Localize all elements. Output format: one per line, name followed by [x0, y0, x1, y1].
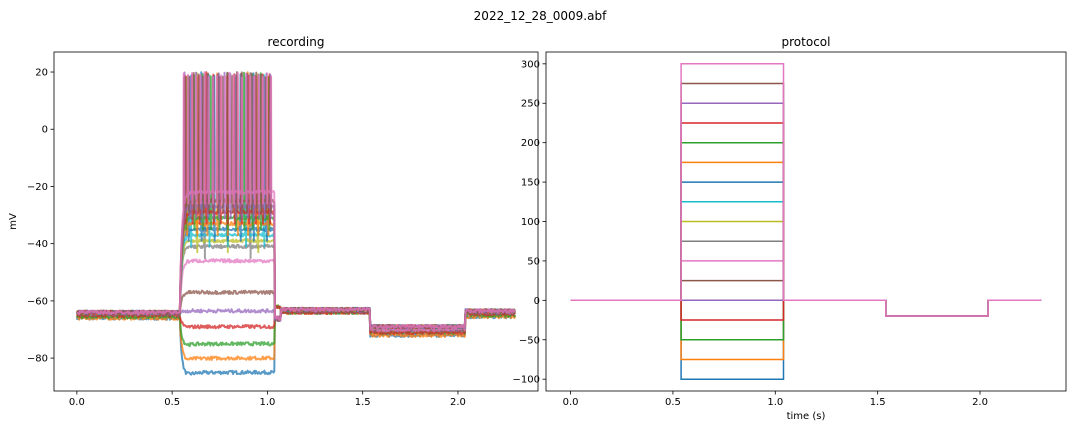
recording-sweep-line — [76, 71, 516, 330]
protocol-sweep-line — [570, 181, 1042, 317]
protocol-sweep-line — [570, 279, 1042, 317]
protocol-sweep-line — [570, 299, 1042, 317]
recording-y-tick-label: −20 — [27, 182, 48, 193]
recording-y-axis-label: mV — [8, 213, 19, 230]
protocol-y-tick-label: 100 — [521, 217, 540, 228]
protocol-title: protocol — [782, 35, 831, 49]
protocol-y-tick-label: 300 — [521, 59, 540, 70]
protocol-sweep-line — [570, 122, 1042, 317]
protocol-y-tick-label: 150 — [521, 178, 540, 189]
protocol-sweep-line — [570, 82, 1042, 317]
protocol-sweep-line — [570, 240, 1042, 317]
protocol-axes: protocol time (s) 0.0 0.5 1.0 1.5 2.0 −100 −50… — [513, 35, 1067, 422]
recording-x-tick-label: 2.0 — [450, 397, 466, 408]
recording-x-tick-label: 1.5 — [355, 397, 371, 408]
protocol-y-tick-label: 0 — [534, 296, 540, 307]
protocol-y-tick-label: 200 — [521, 138, 540, 149]
recording-y-tick-label: −80 — [27, 354, 48, 365]
recording-sweep-line — [76, 71, 516, 330]
recording-x-tick-label: 0.0 — [69, 397, 85, 408]
protocol-x-tick-label: 0.0 — [563, 397, 579, 408]
recording-y-tick-label: −40 — [27, 239, 48, 250]
protocol-sweep-line — [570, 299, 1042, 361]
recording-sweep-line — [76, 71, 516, 330]
protocol-y-tick-label: −100 — [513, 375, 540, 386]
protocol-sweep-line — [570, 299, 1042, 380]
protocol-y-tick-label: 250 — [521, 99, 540, 110]
recording-sweep-line — [76, 258, 517, 333]
recording-y-tick-label: 0 — [42, 125, 48, 136]
recording-sweep-line — [76, 71, 516, 330]
recording-sweep-line — [75, 71, 516, 330]
protocol-x-axis-label: time (s) — [787, 411, 826, 422]
protocol-x-tick-label: 0.5 — [665, 397, 681, 408]
protocol-sweep-line — [570, 299, 1042, 341]
protocol-sweep-line — [570, 141, 1042, 317]
recording-x-tick-label: 1.0 — [259, 397, 275, 408]
protocol-y-tick-label: −50 — [519, 335, 540, 346]
protocol-plot-area — [570, 63, 1042, 380]
protocol-sweep-line — [570, 161, 1042, 317]
protocol-sweep-line — [570, 299, 1042, 321]
recording-y-tick-label: −60 — [27, 296, 48, 307]
protocol-x-tick-label: 1.0 — [767, 397, 783, 408]
figure-title: 2022_12_28_0009.abf — [474, 9, 607, 23]
recording-title: recording — [268, 35, 325, 49]
recording-x-tick-label: 0.5 — [164, 397, 180, 408]
recording-sweep-line — [75, 71, 516, 330]
protocol-x-tick-label: 1.5 — [870, 397, 886, 408]
protocol-sweep-line — [570, 63, 1042, 317]
recording-sweep-line — [76, 72, 516, 330]
recording-sweep-line — [76, 72, 517, 330]
protocol-y-tick-label: 50 — [527, 256, 540, 267]
protocol-axes-frame — [545, 51, 1067, 392]
protocol-sweep-line — [570, 220, 1042, 317]
protocol-sweep-line — [570, 201, 1042, 317]
protocol-sweep-line — [570, 102, 1042, 317]
recording-y-tick-label: 20 — [35, 68, 48, 79]
protocol-ticks: 0.0 0.5 1.0 1.5 2.0 −100 −50 0 50 100 150 200 250 300 — [513, 59, 988, 408]
recording-plot-area — [75, 71, 517, 376]
recording-sweep-line — [75, 71, 516, 330]
recording-sweep-line — [76, 74, 516, 330]
recording-axes: recording mV 0.0 0.5 1.0 1.5 2.0 −80 −60 −40 −20… — [8, 35, 539, 408]
protocol-sweep-line — [570, 260, 1042, 317]
recording-ticks: 0.0 0.5 1.0 1.5 2.0 −80 −60 −40 −20 0 20 — [27, 68, 466, 408]
recording-axes-frame — [53, 51, 539, 392]
protocol-x-tick-label: 2.0 — [972, 397, 988, 408]
